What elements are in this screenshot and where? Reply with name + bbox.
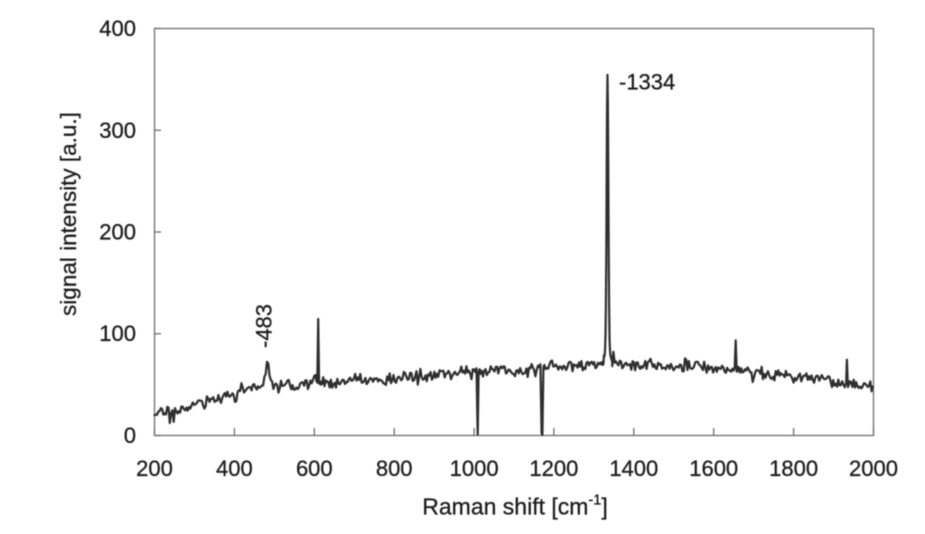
svg-text:300: 300	[99, 118, 136, 143]
svg-text:signal intensity [a.u.]: signal intensity [a.u.]	[56, 112, 81, 316]
svg-text:600: 600	[296, 456, 333, 481]
svg-text:1600: 1600	[689, 456, 738, 481]
svg-text:0: 0	[124, 423, 136, 448]
svg-text:200: 200	[136, 456, 173, 481]
svg-text:800: 800	[376, 456, 413, 481]
svg-text:1400: 1400	[609, 456, 658, 481]
svg-text:2000: 2000	[849, 456, 898, 481]
svg-text:1800: 1800	[769, 456, 818, 481]
svg-text:1000: 1000	[450, 456, 499, 481]
svg-text:200: 200	[99, 220, 136, 245]
svg-text:-483: -483	[252, 304, 277, 348]
svg-text:1200: 1200	[529, 456, 578, 481]
svg-text:-1334: -1334	[619, 70, 675, 95]
svg-text:400: 400	[99, 16, 136, 41]
svg-text:Raman shift [cm-1]: Raman shift [cm-1]	[422, 493, 607, 520]
svg-text:400: 400	[216, 456, 253, 481]
svg-text:100: 100	[99, 321, 136, 346]
